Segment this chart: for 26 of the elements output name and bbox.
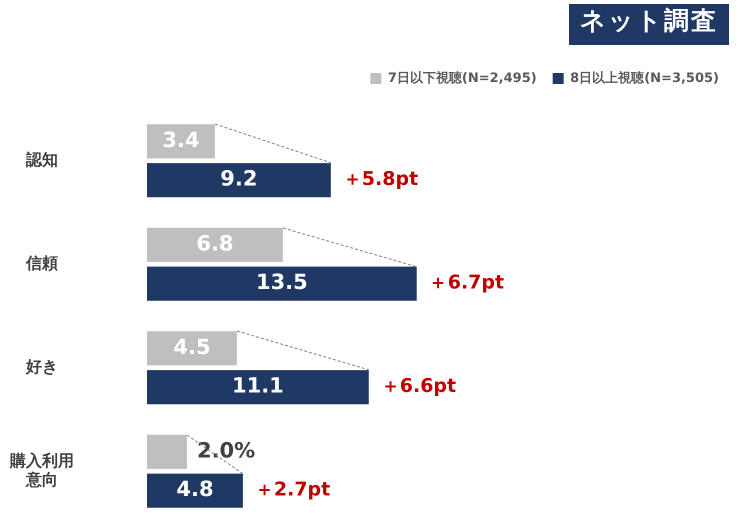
legend-label: 8日以上視聴(N=3,505) bbox=[570, 70, 720, 86]
data-label: 3.4 bbox=[162, 128, 200, 152]
y-tick-label: 好き bbox=[25, 356, 58, 376]
text: ネット調査 bbox=[569, 4, 729, 45]
data-label: 9.2 bbox=[220, 166, 258, 191]
data-label: 4.8 bbox=[176, 477, 214, 502]
y-tick-label: 認知 bbox=[25, 150, 58, 169]
data-label: 2.0% bbox=[196, 438, 256, 462]
bar bbox=[147, 474, 243, 508]
bar bbox=[147, 266, 417, 301]
data-label: 11.1 bbox=[232, 374, 284, 398]
annotation: ＋6.6pt bbox=[380, 375, 456, 398]
annotation: ＋6.7pt bbox=[428, 272, 504, 294]
bar bbox=[147, 370, 369, 404]
bar bbox=[147, 228, 283, 262]
y-tick-label: 信頼 bbox=[25, 253, 58, 272]
legend-label: 7日以下視聴(N=2,495) bbox=[388, 70, 537, 86]
bar bbox=[147, 163, 331, 198]
bar bbox=[147, 331, 237, 366]
data-label: 6.8 bbox=[196, 231, 234, 256]
y-tick-label: 購入利用意向 bbox=[9, 450, 74, 490]
bar bbox=[147, 434, 187, 469]
data-label: 13.5 bbox=[256, 270, 308, 294]
annotation: ＋2.7pt bbox=[254, 478, 330, 501]
annotation: ＋5.8pt bbox=[342, 168, 418, 190]
data-label: 4.5 bbox=[173, 334, 211, 359]
